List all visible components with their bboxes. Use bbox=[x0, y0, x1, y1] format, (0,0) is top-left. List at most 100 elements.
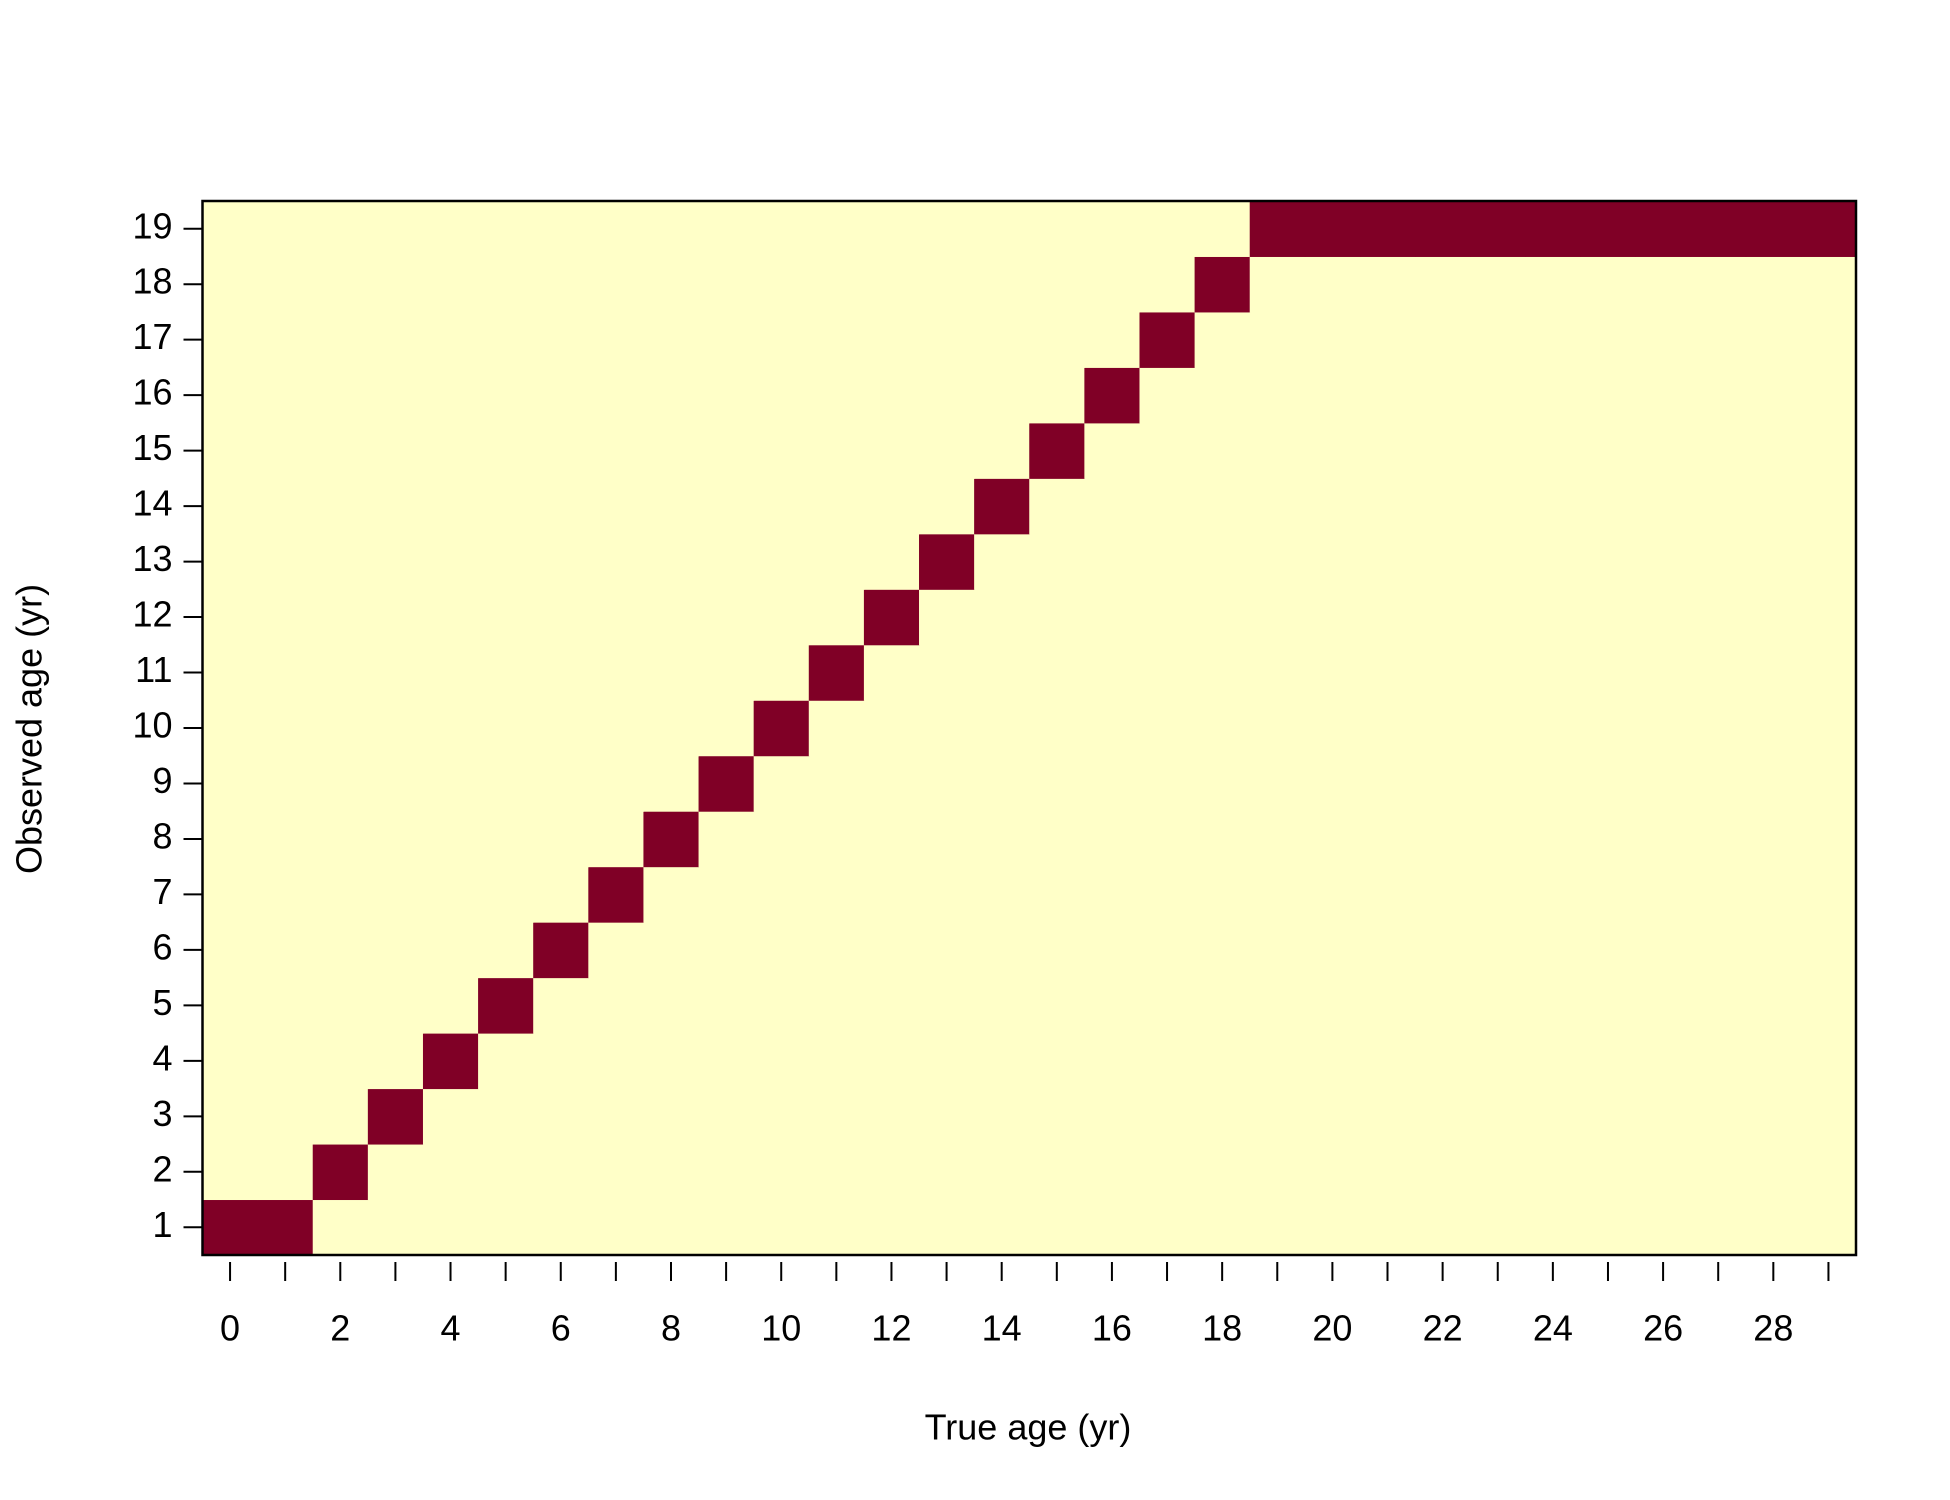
heatmap-cell bbox=[919, 866, 975, 923]
y-tick-label: 16 bbox=[132, 372, 172, 413]
heatmap-cell bbox=[478, 589, 534, 646]
heatmap-cell bbox=[643, 644, 700, 701]
heatmap-cell bbox=[1525, 1088, 1581, 1145]
heatmap-cell bbox=[1745, 1088, 1802, 1145]
heatmap-cell bbox=[202, 422, 259, 479]
heatmap-cell bbox=[863, 1199, 920, 1256]
heatmap-cell bbox=[1415, 367, 1471, 424]
heatmap-cell bbox=[367, 644, 424, 701]
heatmap-cell bbox=[478, 422, 534, 479]
heatmap-cell bbox=[367, 977, 424, 1034]
heatmap-cell bbox=[1800, 422, 1857, 479]
heatmap-cell bbox=[919, 644, 975, 701]
heatmap-cell bbox=[919, 201, 975, 257]
heatmap-cell bbox=[1525, 256, 1581, 313]
heatmap-cell bbox=[1359, 422, 1416, 479]
heatmap-cell bbox=[533, 866, 589, 923]
heatmap-cell bbox=[1745, 201, 1802, 257]
x-tick-label: 20 bbox=[1312, 1308, 1352, 1349]
heatmap-cell bbox=[257, 922, 314, 979]
heatmap-cell bbox=[643, 311, 700, 368]
heatmap-cell bbox=[1304, 866, 1361, 923]
heatmap-cell bbox=[533, 700, 589, 757]
heatmap-cell bbox=[1745, 644, 1802, 701]
x-tick-label: 24 bbox=[1533, 1308, 1573, 1349]
heatmap-cell bbox=[367, 1199, 424, 1256]
heatmap-cell bbox=[1084, 367, 1140, 424]
heatmap-cell bbox=[1470, 589, 1526, 646]
heatmap-cell bbox=[1359, 533, 1416, 590]
heatmap-cell bbox=[1580, 311, 1637, 368]
heatmap-cell bbox=[1635, 256, 1692, 313]
heatmap-cell bbox=[312, 922, 369, 979]
heatmap-cell bbox=[588, 256, 644, 313]
heatmap-cell bbox=[533, 533, 589, 590]
heatmap-cell bbox=[202, 977, 259, 1034]
heatmap-cell bbox=[1194, 1033, 1251, 1090]
heatmap-cell bbox=[1084, 811, 1140, 868]
heatmap-cell bbox=[202, 256, 259, 313]
heatmap-cell bbox=[1194, 201, 1251, 257]
heatmap-cell bbox=[1139, 311, 1196, 368]
heatmap-cell bbox=[367, 1144, 424, 1201]
heatmap-cell bbox=[588, 1199, 644, 1256]
heatmap-cell bbox=[808, 811, 865, 868]
heatmap-cell bbox=[1029, 256, 1085, 313]
heatmap-cell bbox=[1635, 755, 1692, 812]
y-tick-label: 17 bbox=[132, 316, 172, 357]
heatmap-cell bbox=[1415, 866, 1471, 923]
heatmap-cell bbox=[312, 977, 369, 1034]
heatmap-cell bbox=[257, 755, 314, 812]
heatmap-cell bbox=[1194, 811, 1251, 868]
heatmap-cell bbox=[643, 367, 700, 424]
heatmap-cell bbox=[974, 755, 1030, 812]
heatmap-cell bbox=[698, 478, 755, 535]
heatmap-cell bbox=[919, 367, 975, 424]
heatmap-cell bbox=[1139, 644, 1196, 701]
x-tick-label: 16 bbox=[1092, 1308, 1132, 1349]
heatmap-cell bbox=[588, 1144, 644, 1201]
heatmap-cell bbox=[1359, 644, 1416, 701]
heatmap-cell bbox=[1029, 922, 1085, 979]
heatmap-cell bbox=[1029, 478, 1085, 535]
heatmap-cell bbox=[367, 755, 424, 812]
heatmap-cell bbox=[367, 811, 424, 868]
heatmap-cell bbox=[257, 311, 314, 368]
heatmap-cell bbox=[202, 1088, 259, 1145]
heatmap-cell bbox=[753, 922, 810, 979]
heatmap-cell bbox=[1194, 1088, 1251, 1145]
heatmap-cell bbox=[1249, 533, 1306, 590]
heatmap-cell bbox=[808, 201, 865, 257]
heatmap-cell bbox=[1084, 201, 1140, 257]
heatmap-cell bbox=[863, 811, 920, 868]
heatmap-cell bbox=[422, 256, 479, 313]
heatmap-cell bbox=[1745, 811, 1802, 868]
heatmap-cell bbox=[1470, 700, 1526, 757]
heatmap-cell bbox=[1580, 256, 1637, 313]
heatmap-cell bbox=[1470, 977, 1526, 1034]
heatmap-cell bbox=[698, 1033, 755, 1090]
heatmap-cell bbox=[312, 311, 369, 368]
heatmap-cell bbox=[1415, 755, 1471, 812]
y-tick-label: 19 bbox=[132, 205, 172, 246]
heatmap-cell bbox=[863, 422, 920, 479]
heatmap-cell bbox=[1525, 866, 1581, 923]
heatmap-cell bbox=[1029, 811, 1085, 868]
heatmap-cell bbox=[863, 922, 920, 979]
heatmap-cell bbox=[257, 589, 314, 646]
heatmap-cell bbox=[367, 700, 424, 757]
x-tick-label: 14 bbox=[982, 1308, 1022, 1349]
heatmap-cell bbox=[1745, 922, 1802, 979]
heatmap-cell bbox=[1470, 1088, 1526, 1145]
heatmap-cell bbox=[1635, 1144, 1692, 1201]
heatmap-cell bbox=[1029, 1199, 1085, 1256]
heatmap-cell bbox=[1304, 256, 1361, 313]
y-axis-title: Observed age (yr) bbox=[9, 584, 50, 874]
heatmap-cell bbox=[1194, 1199, 1251, 1256]
heatmap-cell bbox=[478, 1144, 534, 1201]
heatmap-cell bbox=[257, 1199, 314, 1256]
heatmap-cell bbox=[1084, 755, 1140, 812]
heatmap-cell bbox=[643, 589, 700, 646]
heatmap-cell bbox=[202, 367, 259, 424]
heatmap-cell bbox=[698, 367, 755, 424]
